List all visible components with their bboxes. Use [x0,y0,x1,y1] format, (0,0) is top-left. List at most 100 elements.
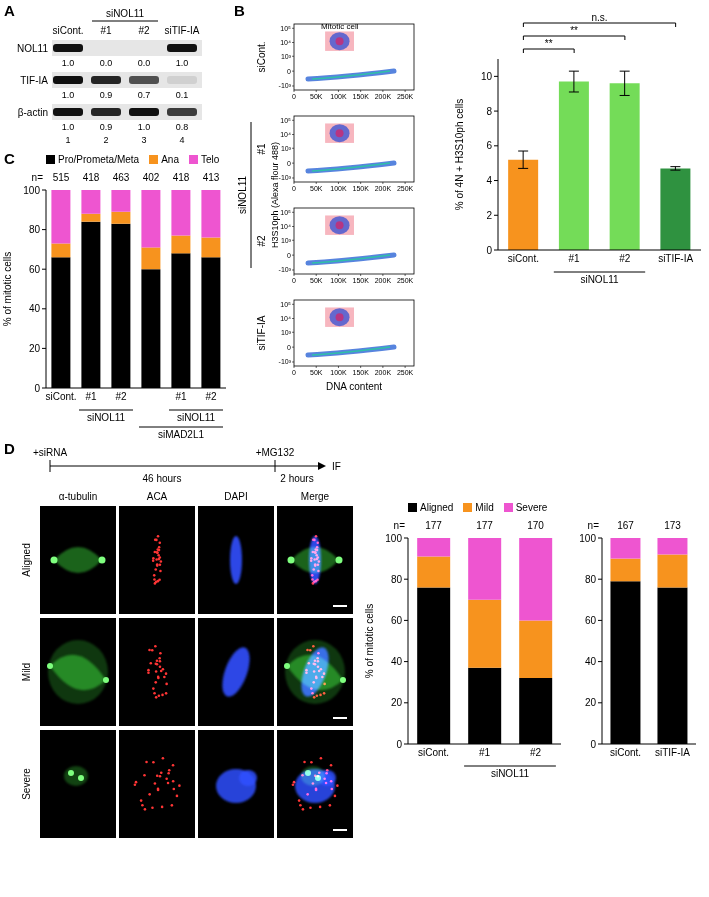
svg-text:10³: 10³ [281,53,292,60]
svg-text:100: 100 [23,185,40,196]
svg-text:10: 10 [481,71,493,82]
svg-text:80: 80 [29,224,41,235]
svg-text:100K: 100K [330,93,347,100]
svg-text:-10³: -10³ [279,174,292,181]
svg-text:siCont.: siCont. [610,747,641,758]
svg-text:β-actin: β-actin [18,107,48,118]
svg-text:10⁴: 10⁴ [280,223,291,230]
svg-text:50K: 50K [310,185,323,192]
svg-text:177: 177 [425,520,442,531]
svg-text:100K: 100K [330,185,347,192]
svg-text:40: 40 [585,656,597,667]
svg-text:-10³: -10³ [279,266,292,273]
svg-text:40: 40 [391,656,403,667]
svg-text:8: 8 [486,106,492,117]
svg-text:3: 3 [141,135,146,145]
svg-text:20: 20 [585,697,597,708]
svg-text:250K: 250K [397,369,414,376]
svg-text:150K: 150K [352,93,369,100]
svg-text:100: 100 [579,533,596,544]
svg-text:0: 0 [590,739,596,750]
svg-text:0: 0 [292,93,296,100]
svg-text:NOL11: NOL11 [17,43,48,54]
svg-text:50K: 50K [310,277,323,284]
svg-text:siNOL11: siNOL11 [177,412,216,423]
svg-text:Aligned: Aligned [21,543,32,576]
svg-text:0.9: 0.9 [100,90,113,100]
svg-text:4: 4 [486,175,492,186]
svg-text:DNA content: DNA content [326,381,382,392]
svg-text:60: 60 [391,615,403,626]
svg-text:#1: #1 [256,143,267,155]
svg-text:0.9: 0.9 [100,122,113,132]
svg-text:IF: IF [332,461,341,472]
svg-text:n=: n= [32,172,44,183]
svg-text:60: 60 [29,264,41,275]
svg-text:10³: 10³ [281,145,292,152]
svg-text:10³: 10³ [281,237,292,244]
svg-text:80: 80 [585,574,597,585]
svg-text:50K: 50K [310,369,323,376]
svg-text:#1: #1 [100,25,112,36]
svg-text:1.0: 1.0 [138,122,151,132]
svg-text:1.0: 1.0 [62,58,75,68]
svg-text:0.0: 0.0 [138,58,151,68]
svg-text:4: 4 [179,135,184,145]
svg-text:0.8: 0.8 [176,122,189,132]
svg-text:250K: 250K [397,93,414,100]
svg-text:60: 60 [585,615,597,626]
svg-text:siCont.: siCont. [508,253,539,264]
svg-text:2: 2 [486,210,492,221]
svg-text:1: 1 [65,135,70,145]
svg-text:167: 167 [617,520,634,531]
svg-text:**: ** [545,38,553,49]
svg-text:#2: #2 [138,25,150,36]
svg-text:siCont.: siCont. [256,41,267,72]
svg-text:+siRNA: +siRNA [33,447,68,458]
svg-text:515: 515 [53,172,70,183]
svg-text:-10³: -10³ [279,358,292,365]
svg-text:6: 6 [486,140,492,151]
svg-text:siCont.: siCont. [418,747,449,758]
svg-text:ACA: ACA [147,491,168,502]
svg-text:173: 173 [664,520,681,531]
svg-text:50K: 50K [310,93,323,100]
svg-text:10⁵: 10⁵ [280,25,291,32]
svg-text:20: 20 [29,343,41,354]
svg-text:46 hours: 46 hours [143,473,182,484]
svg-text:-10³: -10³ [279,82,292,89]
svg-text:siNOL11: siNOL11 [106,8,145,19]
svg-text:Merge: Merge [301,491,330,502]
svg-text:0: 0 [287,252,291,259]
svg-text:siCont.: siCont. [52,25,83,36]
svg-text:200K: 200K [375,369,392,376]
svg-text:80: 80 [391,574,403,585]
svg-text:10⁴: 10⁴ [280,315,291,322]
svg-text:#1: #1 [175,391,187,402]
svg-text:200K: 200K [375,185,392,192]
svg-text:0.1: 0.1 [176,90,189,100]
svg-text:177: 177 [476,520,493,531]
svg-text:10⁵: 10⁵ [280,301,291,308]
svg-text:0: 0 [486,245,492,256]
svg-text:1.0: 1.0 [62,90,75,100]
svg-text:10⁴: 10⁴ [280,131,291,138]
svg-text:Severe: Severe [21,768,32,800]
svg-text:% of mitotic cells: % of mitotic cells [364,604,375,678]
svg-text:#1: #1 [85,391,97,402]
svg-text:#1: #1 [479,747,491,758]
svg-text:% of 4N + H3S10ph cells: % of 4N + H3S10ph cells [454,99,465,210]
svg-text:402: 402 [143,172,160,183]
svg-text:1.0: 1.0 [176,58,189,68]
svg-text:TIF-IA: TIF-IA [20,75,48,86]
svg-text:#2: #2 [256,235,267,247]
svg-text:#2: #2 [619,253,631,264]
svg-text:0: 0 [396,739,402,750]
svg-text:10⁵: 10⁵ [280,117,291,124]
svg-text:0.7: 0.7 [138,90,151,100]
svg-text:150K: 150K [352,369,369,376]
svg-text:α-tubulin: α-tubulin [59,491,98,502]
svg-text:100: 100 [385,533,402,544]
svg-text:0: 0 [287,68,291,75]
svg-text:1.0: 1.0 [62,122,75,132]
